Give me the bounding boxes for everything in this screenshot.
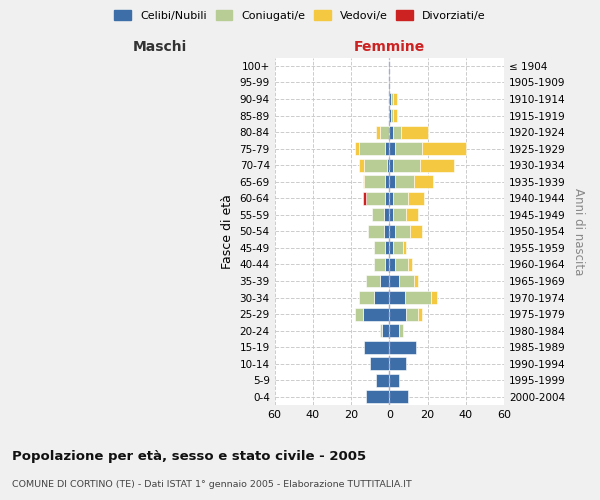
Bar xyxy=(376,374,389,387)
Bar xyxy=(395,176,414,188)
Bar xyxy=(393,159,420,172)
Bar xyxy=(395,258,409,271)
Bar xyxy=(414,176,433,188)
Bar xyxy=(389,274,399,287)
Bar xyxy=(362,176,364,188)
Bar xyxy=(393,242,403,254)
Bar xyxy=(389,176,395,188)
Bar xyxy=(391,92,393,106)
Bar xyxy=(389,225,395,238)
Bar xyxy=(370,358,389,370)
Bar xyxy=(359,159,364,172)
Bar xyxy=(362,308,389,320)
Bar xyxy=(385,192,389,205)
Bar xyxy=(362,192,367,205)
Bar xyxy=(395,225,410,238)
Bar xyxy=(367,390,389,404)
Bar xyxy=(389,291,404,304)
Bar xyxy=(393,208,406,222)
Text: Femmine: Femmine xyxy=(353,40,425,54)
Bar xyxy=(355,142,359,155)
Bar xyxy=(383,208,389,222)
Bar xyxy=(385,258,389,271)
Bar xyxy=(406,308,418,320)
Bar xyxy=(393,192,409,205)
Bar xyxy=(385,142,389,155)
Bar xyxy=(372,208,383,222)
Bar xyxy=(364,159,388,172)
Bar xyxy=(404,291,431,304)
Bar xyxy=(374,242,385,254)
Bar xyxy=(385,242,389,254)
Bar xyxy=(364,341,389,353)
Bar xyxy=(359,291,374,304)
Bar xyxy=(409,192,424,205)
Bar xyxy=(389,358,406,370)
Bar xyxy=(355,308,362,320)
Bar xyxy=(409,258,412,271)
Bar xyxy=(414,274,418,287)
Bar xyxy=(422,142,466,155)
Bar xyxy=(389,192,393,205)
Text: Maschi: Maschi xyxy=(133,40,187,54)
Y-axis label: Fasce di età: Fasce di età xyxy=(221,194,234,269)
Bar xyxy=(389,258,395,271)
Bar xyxy=(380,126,389,138)
Bar xyxy=(374,291,389,304)
Bar xyxy=(380,324,382,337)
Bar xyxy=(389,390,409,404)
Bar xyxy=(410,225,422,238)
Bar xyxy=(393,109,397,122)
Bar xyxy=(389,126,393,138)
Bar xyxy=(389,208,393,222)
Bar xyxy=(391,109,393,122)
Bar xyxy=(389,109,391,122)
Legend: Celibi/Nubili, Coniugati/e, Vedovi/e, Divorziati/e: Celibi/Nubili, Coniugati/e, Vedovi/e, Di… xyxy=(110,6,490,25)
Bar xyxy=(406,208,418,222)
Bar xyxy=(382,324,389,337)
Bar xyxy=(383,225,389,238)
Bar xyxy=(367,192,385,205)
Bar xyxy=(376,126,380,138)
Bar xyxy=(385,176,389,188)
Bar xyxy=(399,274,414,287)
Bar xyxy=(401,126,428,138)
Bar xyxy=(418,308,422,320)
Bar xyxy=(389,242,393,254)
Bar xyxy=(395,142,422,155)
Bar xyxy=(389,142,395,155)
Bar xyxy=(403,242,406,254)
Bar xyxy=(388,159,389,172)
Bar xyxy=(374,258,385,271)
Y-axis label: Anni di nascita: Anni di nascita xyxy=(572,188,585,275)
Bar xyxy=(368,225,383,238)
Bar xyxy=(389,92,391,106)
Text: COMUNE DI CORTINO (TE) - Dati ISTAT 1° gennaio 2005 - Elaborazione TUTTITALIA.IT: COMUNE DI CORTINO (TE) - Dati ISTAT 1° g… xyxy=(12,480,412,489)
Bar xyxy=(420,159,454,172)
Bar xyxy=(389,341,416,353)
Bar xyxy=(431,291,437,304)
Text: Popolazione per età, sesso e stato civile - 2005: Popolazione per età, sesso e stato civil… xyxy=(12,450,366,463)
Bar xyxy=(389,324,399,337)
Bar xyxy=(393,126,401,138)
Bar xyxy=(364,176,385,188)
Bar xyxy=(393,92,397,106)
Bar xyxy=(380,274,389,287)
Bar xyxy=(359,142,385,155)
Bar xyxy=(399,324,403,337)
Bar xyxy=(389,159,393,172)
Bar xyxy=(367,274,380,287)
Bar xyxy=(389,374,399,387)
Bar xyxy=(389,308,406,320)
